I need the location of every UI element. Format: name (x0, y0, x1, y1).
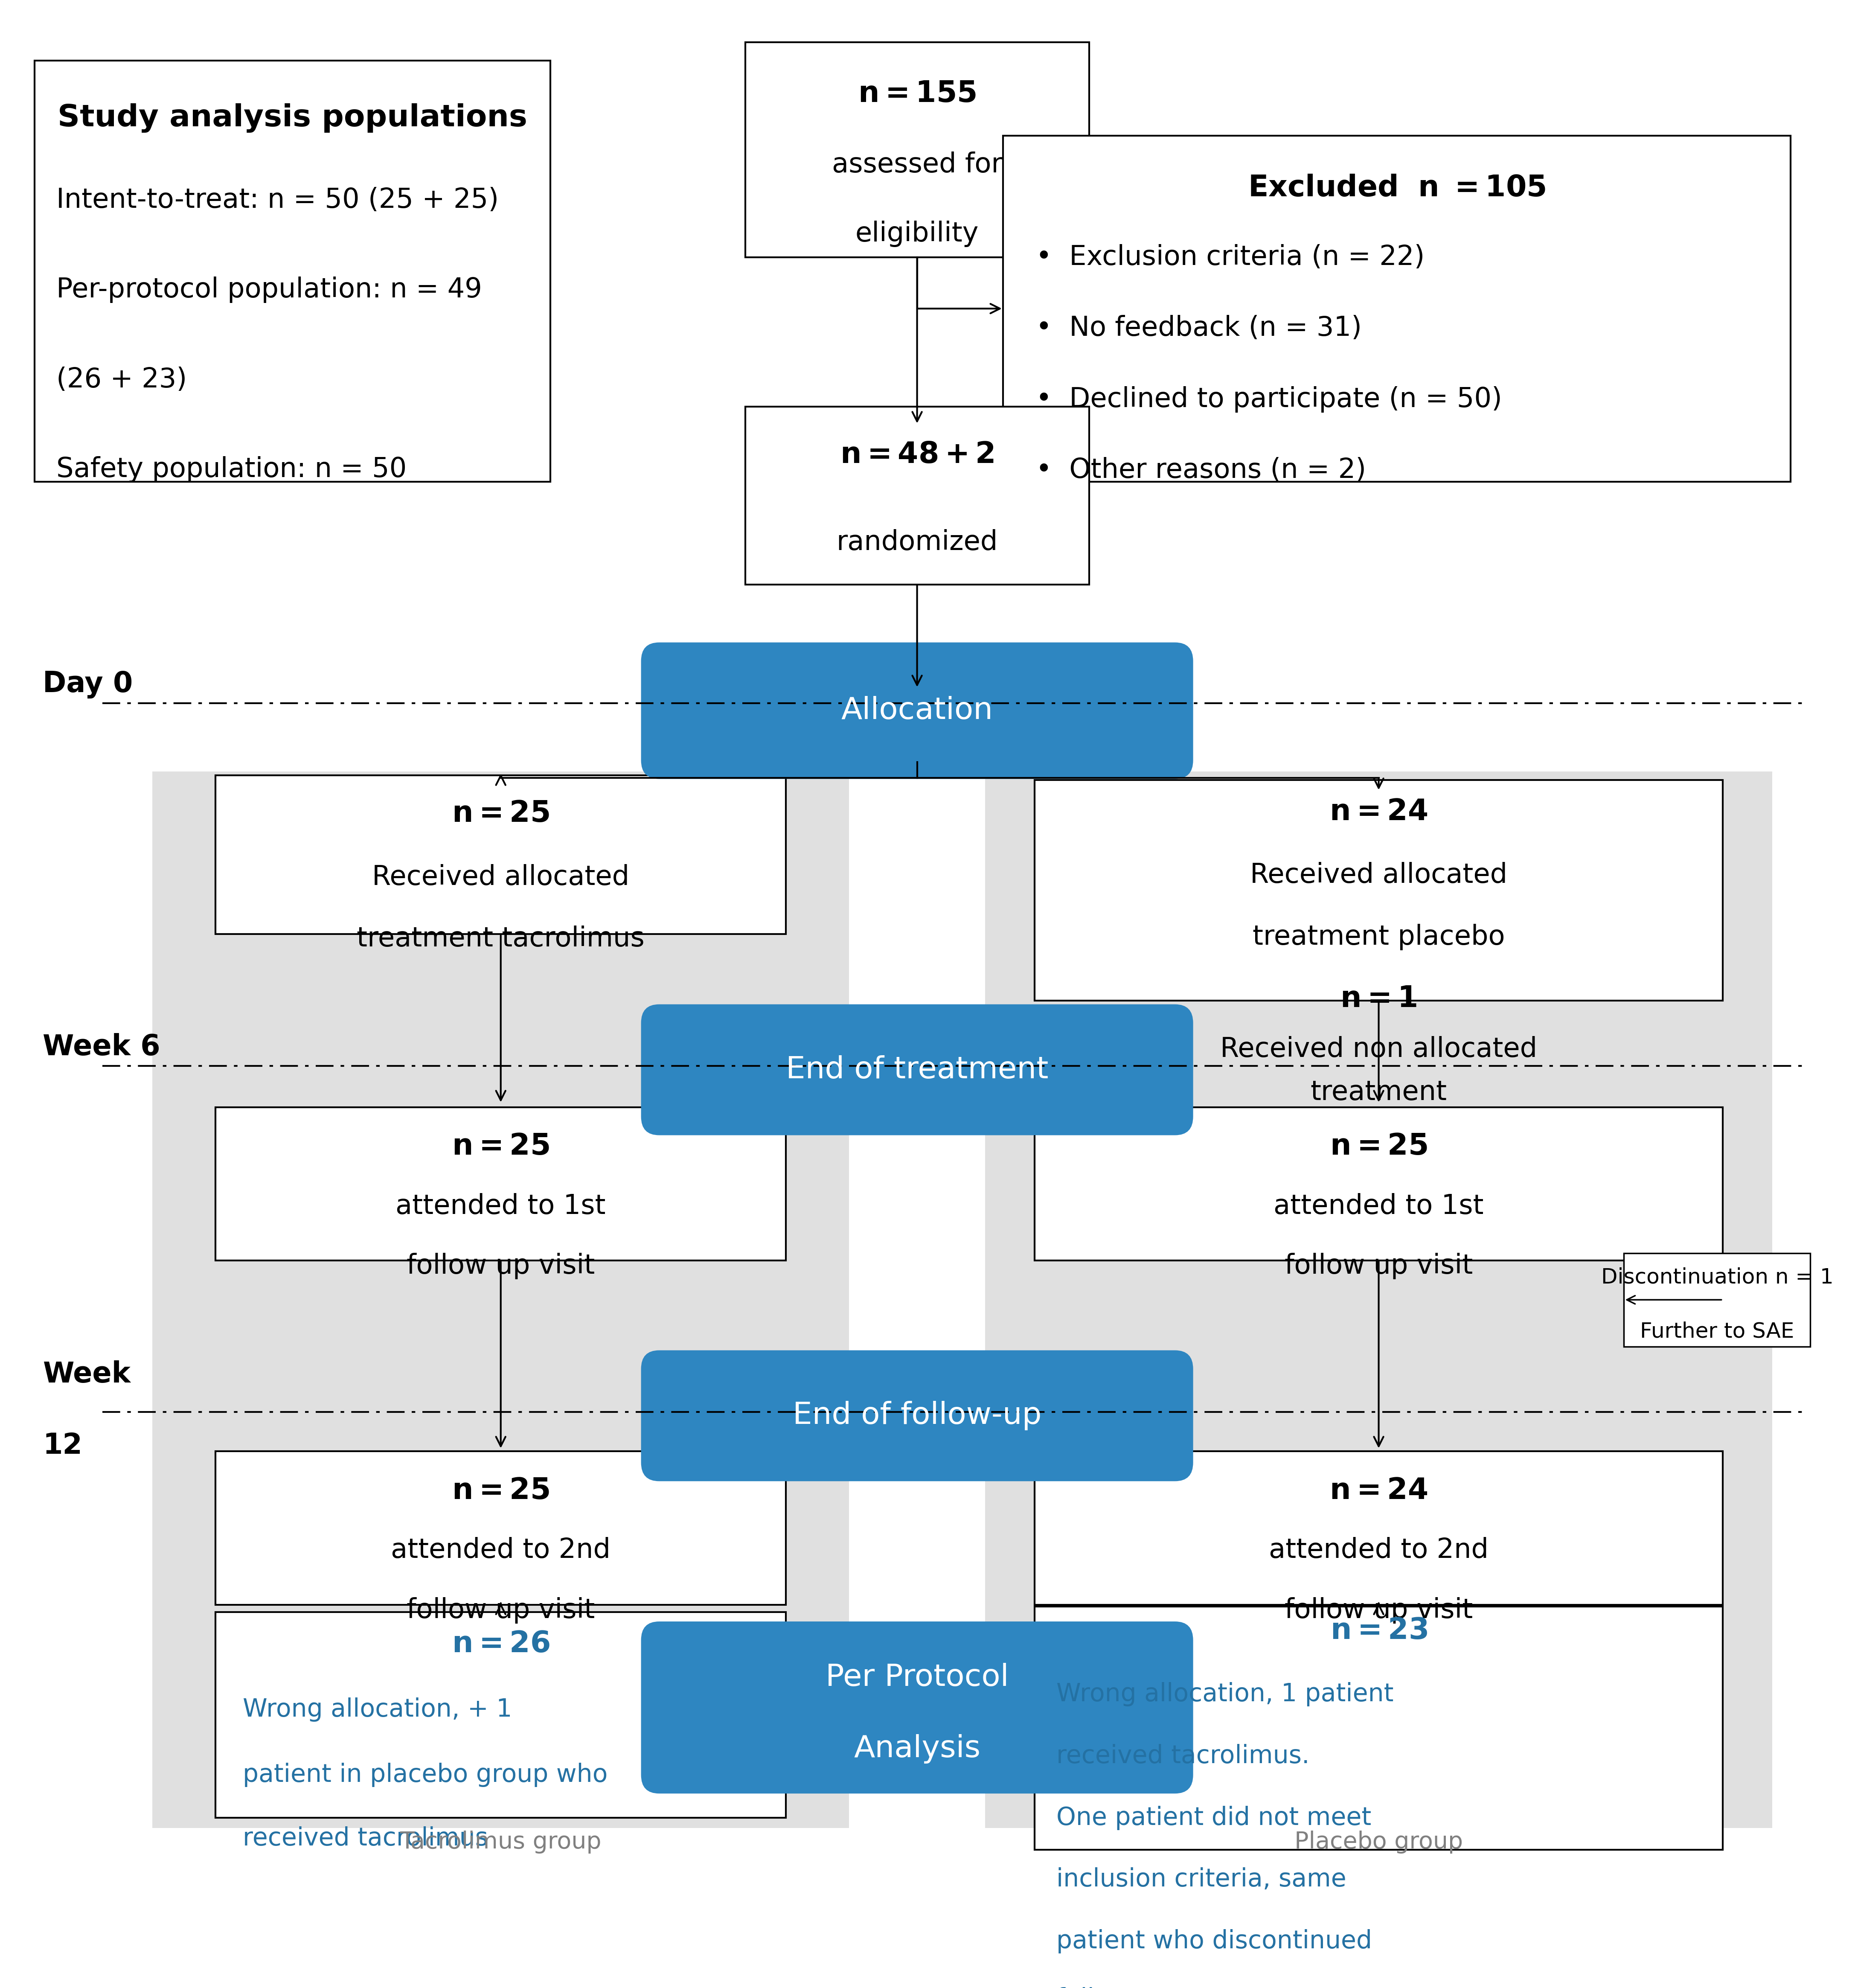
Text: $\bf{n=48+2}$: $\bf{n=48+2}$ (840, 439, 994, 469)
Text: attended to 1st: attended to 1st (1274, 1193, 1484, 1219)
FancyBboxPatch shape (152, 771, 850, 1829)
Text: Analysis: Analysis (853, 1734, 981, 1763)
Text: 12: 12 (43, 1431, 82, 1459)
Text: treatment: treatment (1310, 1079, 1447, 1105)
FancyBboxPatch shape (985, 771, 1772, 1829)
FancyBboxPatch shape (746, 42, 1089, 256)
Text: Wrong allocation, 1 patient: Wrong allocation, 1 patient (1057, 1682, 1393, 1706)
Text: patient in placebo group who: patient in placebo group who (243, 1763, 608, 1787)
Text: Received non allocated: Received non allocated (1221, 1036, 1538, 1062)
Text: (26 + 23): (26 + 23) (56, 366, 187, 394)
Text: attended to 2nd: attended to 2nd (1269, 1537, 1488, 1565)
FancyBboxPatch shape (35, 62, 551, 481)
Text: $\bf{n = 25}$: $\bf{n = 25}$ (1330, 1131, 1428, 1161)
Text: $\bf{n = 24}$: $\bf{n = 24}$ (1330, 797, 1428, 825)
Text: follow up visit: follow up visit (1284, 1252, 1473, 1280)
Text: treatment tacrolimus: treatment tacrolimus (356, 926, 646, 952)
Text: One patient did not meet: One patient did not meet (1057, 1805, 1371, 1831)
FancyBboxPatch shape (642, 1004, 1193, 1135)
FancyBboxPatch shape (215, 1451, 787, 1604)
Text: $\bf{n = 25}$: $\bf{n = 25}$ (453, 799, 549, 827)
Text: •  No feedback (n = 31): • No feedback (n = 31) (1035, 314, 1362, 342)
Text: $\bf{n = 25}$: $\bf{n = 25}$ (453, 1131, 549, 1161)
FancyBboxPatch shape (642, 642, 1193, 779)
FancyBboxPatch shape (1035, 1606, 1723, 1849)
FancyBboxPatch shape (215, 1612, 787, 1817)
FancyBboxPatch shape (215, 775, 787, 934)
FancyBboxPatch shape (1035, 1451, 1723, 1604)
Text: follow up visit: follow up visit (406, 1252, 595, 1280)
Text: $\bf{n = 23}$: $\bf{n = 23}$ (1330, 1616, 1426, 1646)
Text: Per-protocol population: n = 49: Per-protocol population: n = 49 (56, 276, 482, 302)
Text: follow up visit: follow up visit (406, 1596, 595, 1624)
FancyBboxPatch shape (1035, 779, 1723, 1000)
Text: Week 6: Week 6 (43, 1034, 160, 1062)
Text: Received allocated: Received allocated (1250, 863, 1508, 889)
Text: Discontinuation n = 1: Discontinuation n = 1 (1601, 1266, 1833, 1288)
FancyBboxPatch shape (1623, 1252, 1810, 1346)
FancyBboxPatch shape (1035, 1107, 1723, 1260)
Text: $\bf{n = 155}$: $\bf{n = 155}$ (859, 80, 976, 107)
Text: Further to SAE: Further to SAE (1640, 1322, 1794, 1342)
Text: treatment placebo: treatment placebo (1252, 924, 1504, 950)
Text: patient who discontinued: patient who discontinued (1057, 1928, 1373, 1954)
Text: End of treatment: End of treatment (787, 1056, 1048, 1085)
Text: Wrong allocation, + 1: Wrong allocation, + 1 (243, 1698, 512, 1722)
FancyBboxPatch shape (642, 1622, 1193, 1793)
Text: Safety population: n = 50: Safety population: n = 50 (56, 455, 406, 483)
Text: End of follow-up: End of follow-up (792, 1402, 1041, 1431)
Text: Day 0: Day 0 (43, 670, 134, 698)
Text: •  Other reasons (n = 2): • Other reasons (n = 2) (1035, 457, 1365, 483)
Text: received tacrolimus.: received tacrolimus. (1057, 1743, 1310, 1767)
Text: $\bf{Excluded\ \ n\ =105}$: $\bf{Excluded\ \ n\ =105}$ (1248, 173, 1545, 203)
FancyBboxPatch shape (642, 1350, 1193, 1481)
Text: •  Declined to participate (n = 50): • Declined to participate (n = 50) (1035, 386, 1503, 414)
Text: $\bf{n = 25}$: $\bf{n = 25}$ (453, 1477, 549, 1505)
Text: $\bf{n = 1}$: $\bf{n = 1}$ (1339, 984, 1417, 1014)
Text: Placebo group: Placebo group (1295, 1831, 1464, 1853)
Text: $\bf{n = 26}$: $\bf{n = 26}$ (453, 1630, 549, 1658)
FancyBboxPatch shape (746, 408, 1089, 584)
Text: $\bf{n = 24}$: $\bf{n = 24}$ (1330, 1477, 1428, 1505)
Text: randomized: randomized (837, 529, 998, 555)
Text: Tacrolimus group: Tacrolimus group (401, 1831, 601, 1853)
Text: attended to 1st: attended to 1st (395, 1193, 607, 1219)
Text: Allocation: Allocation (840, 696, 992, 726)
Text: follow up visit: follow up visit (1284, 1596, 1473, 1624)
Text: Intent-to-treat: n = 50 (25 + 25): Intent-to-treat: n = 50 (25 + 25) (56, 187, 499, 213)
Text: •  Exclusion criteria (n = 22): • Exclusion criteria (n = 22) (1035, 245, 1425, 270)
FancyBboxPatch shape (1004, 135, 1790, 481)
FancyBboxPatch shape (215, 1107, 787, 1260)
Text: received tacrolimus: received tacrolimus (243, 1827, 488, 1851)
Text: Study analysis populations: Study analysis populations (58, 103, 527, 133)
Text: assessed for: assessed for (831, 151, 1002, 177)
Text: inclusion criteria, same: inclusion criteria, same (1057, 1867, 1347, 1893)
Text: Week: Week (43, 1360, 130, 1390)
Text: eligibility: eligibility (855, 221, 979, 247)
Text: Per Protocol: Per Protocol (825, 1662, 1009, 1692)
Text: attended to 2nd: attended to 2nd (391, 1537, 610, 1565)
Text: Received allocated: Received allocated (373, 865, 629, 891)
